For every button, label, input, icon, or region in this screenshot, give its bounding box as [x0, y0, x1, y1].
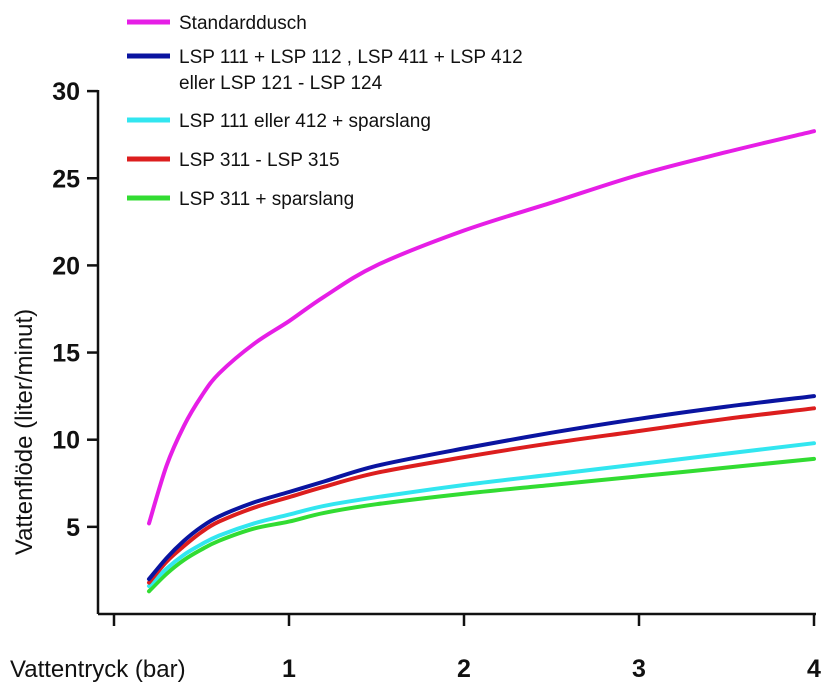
- y-ticks: 5 10 15 20 25 30: [52, 78, 98, 542]
- legend-label-2: LSP 111 + LSP 112 , LSP 411 + LSP 412: [179, 47, 523, 68]
- y-tick-label: 20: [52, 252, 80, 280]
- series-line-3: [147, 441, 816, 589]
- x-axis-title: Vattentryck (bar): [10, 656, 186, 683]
- legend-label-5: LSP 311 + sparslang: [179, 189, 354, 210]
- legend-label-3: LSP 111 eller 412 + sparslang: [179, 111, 431, 132]
- x-tick-label: 2: [457, 655, 471, 683]
- series-line-5: [147, 456, 816, 594]
- x-tick-label: 1: [282, 655, 296, 683]
- series-line-1: [147, 129, 816, 526]
- series-line-2: [147, 394, 816, 582]
- y-tick-label: 15: [52, 340, 80, 368]
- x-ticks: 1 2 3 4: [112, 614, 821, 683]
- series-group: [147, 129, 816, 594]
- legend-label-4: LSP 311 - LSP 315: [179, 150, 340, 171]
- series-line-4: [147, 406, 816, 585]
- y-axis-title: Vattenflöde (liter/minut): [11, 309, 38, 555]
- y-tick-label: 5: [66, 514, 80, 542]
- legend: Standarddusch LSP 111 + LSP 112 , LSP 411…: [127, 13, 523, 210]
- y-tick-label: 25: [52, 165, 80, 193]
- x-tick-label: 4: [807, 655, 821, 683]
- y-tick-label: 10: [52, 427, 80, 455]
- legend-label-2-line2: eller LSP 121 - LSP 124: [179, 73, 383, 94]
- legend-label-1: Standarddusch: [179, 13, 307, 34]
- x-tick-label: 3: [632, 655, 646, 683]
- y-tick-label: 30: [52, 78, 80, 106]
